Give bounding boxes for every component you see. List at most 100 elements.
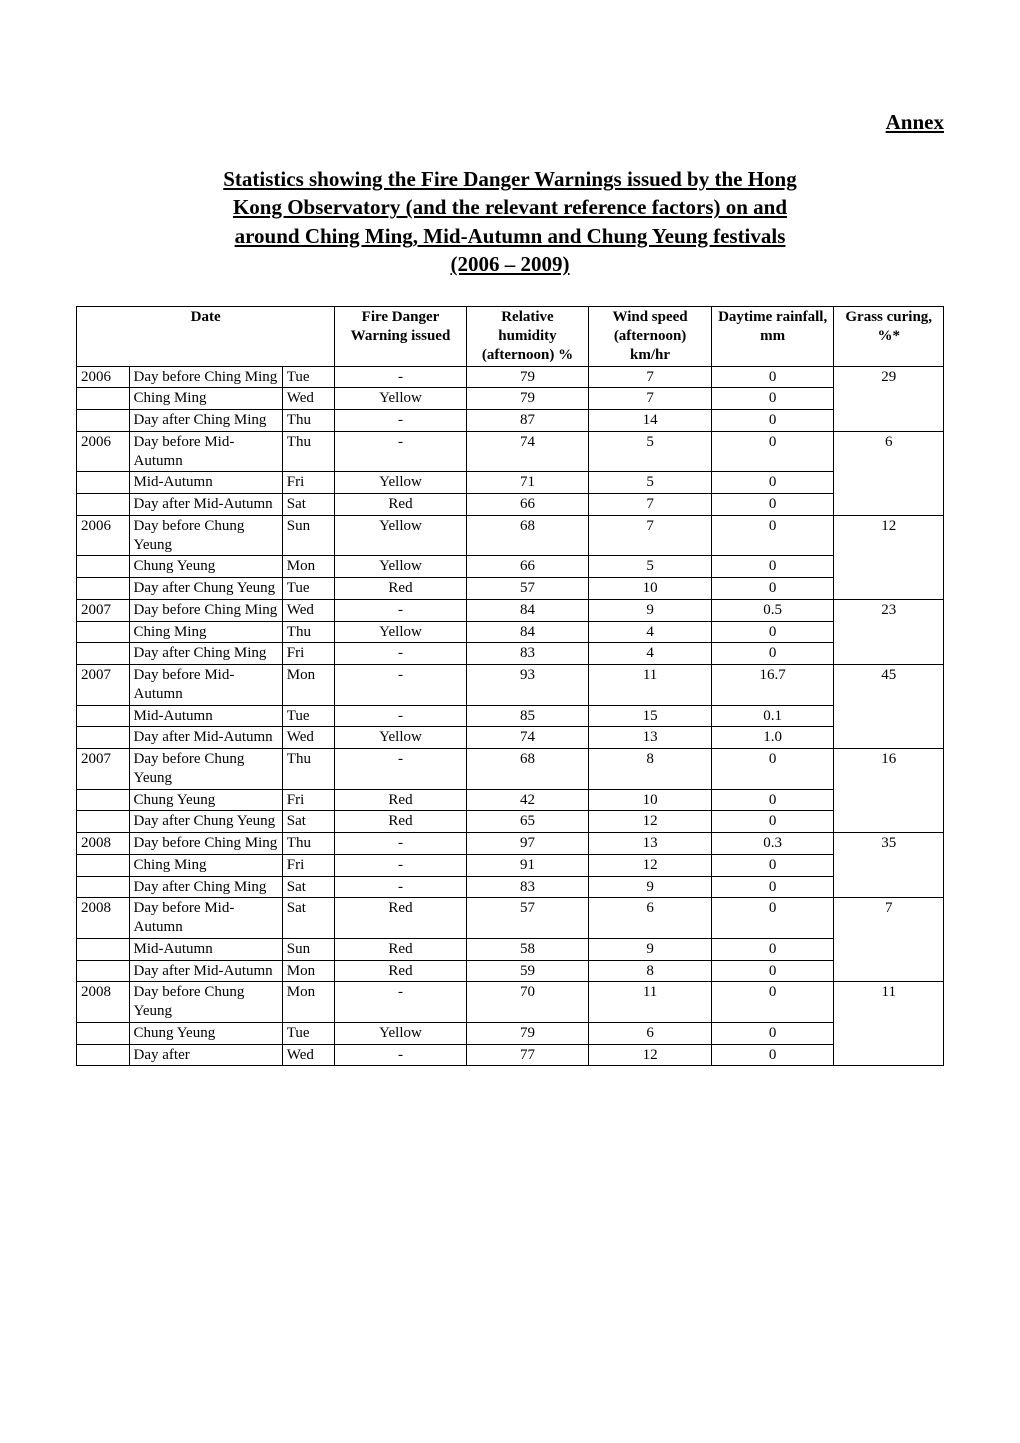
cell-grass: 6 <box>834 431 944 515</box>
table-row: Day after Chung YeungSatRed65120 <box>77 811 944 833</box>
cell-humidity: 91 <box>466 854 589 876</box>
cell-humidity: 59 <box>466 960 589 982</box>
cell-warning: - <box>335 876 466 898</box>
cell-grass: 11 <box>834 982 944 1066</box>
cell-humidity: 57 <box>466 578 589 600</box>
cell-rainfall: 1.0 <box>711 727 834 749</box>
cell-day-of-week: Tue <box>282 1022 335 1044</box>
cell-rainfall: 0 <box>711 556 834 578</box>
cell-wind: 7 <box>589 494 712 516</box>
cell-humidity: 66 <box>466 556 589 578</box>
cell-year <box>77 789 130 811</box>
cell-year: 2007 <box>77 749 130 790</box>
header-date: Date <box>77 307 335 366</box>
table-row: Mid-AutumnSunRed5890 <box>77 938 944 960</box>
table-row: 2007Day before Mid-AutumnMon-931116.745 <box>77 665 944 706</box>
cell-wind: 6 <box>589 1022 712 1044</box>
cell-grass: 7 <box>834 898 944 982</box>
cell-rainfall: 0 <box>711 898 834 939</box>
cell-humidity: 58 <box>466 938 589 960</box>
cell-warning: Red <box>335 898 466 939</box>
cell-rainfall: 0.3 <box>711 833 834 855</box>
cell-warning: Red <box>335 494 466 516</box>
cell-rainfall: 0 <box>711 876 834 898</box>
cell-wind: 8 <box>589 960 712 982</box>
table-row: 2007Day before Ching MingWed-8490.523 <box>77 599 944 621</box>
header-row: Date Fire Danger Warning issued Relative… <box>77 307 944 366</box>
cell-humidity: 74 <box>466 431 589 472</box>
title-line: Kong Observatory (and the relevant refer… <box>233 195 787 219</box>
cell-warning: - <box>335 366 466 388</box>
header-grass: Grass curing, %* <box>834 307 944 366</box>
cell-rainfall: 0 <box>711 789 834 811</box>
cell-wind: 12 <box>589 811 712 833</box>
title-line: Statistics showing the Fire Danger Warni… <box>223 167 797 191</box>
cell-wind: 4 <box>589 621 712 643</box>
cell-description: Day before Chung Yeung <box>129 749 282 790</box>
cell-rainfall: 0 <box>711 578 834 600</box>
table-row: 2007Day before Chung YeungThu-688016 <box>77 749 944 790</box>
cell-description: Ching Ming <box>129 621 282 643</box>
cell-day-of-week: Wed <box>282 727 335 749</box>
cell-day-of-week: Thu <box>282 431 335 472</box>
table-row: Day after Ching MingSat-8390 <box>77 876 944 898</box>
cell-description: Ching Ming <box>129 854 282 876</box>
cell-year <box>77 472 130 494</box>
table-row: Mid-AutumnFriYellow7150 <box>77 472 944 494</box>
cell-wind: 13 <box>589 727 712 749</box>
cell-humidity: 70 <box>466 982 589 1023</box>
cell-year <box>77 876 130 898</box>
cell-rainfall: 0.5 <box>711 599 834 621</box>
cell-humidity: 84 <box>466 621 589 643</box>
cell-humidity: 77 <box>466 1044 589 1066</box>
cell-rainfall: 0 <box>711 811 834 833</box>
cell-warning: - <box>335 705 466 727</box>
cell-description: Day after <box>129 1044 282 1066</box>
cell-year <box>77 1022 130 1044</box>
cell-wind: 5 <box>589 431 712 472</box>
cell-rainfall: 0 <box>711 1044 834 1066</box>
cell-year: 2007 <box>77 599 130 621</box>
table-row: Day afterWed-77120 <box>77 1044 944 1066</box>
cell-description: Day after Ching Ming <box>129 410 282 432</box>
cell-humidity: 65 <box>466 811 589 833</box>
cell-warning: Yellow <box>335 727 466 749</box>
cell-description: Day before Mid-Autumn <box>129 665 282 706</box>
cell-year <box>77 854 130 876</box>
cell-rainfall: 0 <box>711 643 834 665</box>
cell-year <box>77 410 130 432</box>
table-row: 2008Day before Ching MingThu-97130.335 <box>77 833 944 855</box>
cell-year: 2008 <box>77 898 130 939</box>
cell-day-of-week: Thu <box>282 749 335 790</box>
cell-warning: Yellow <box>335 621 466 643</box>
cell-description: Chung Yeung <box>129 789 282 811</box>
cell-humidity: 71 <box>466 472 589 494</box>
cell-year: 2007 <box>77 665 130 706</box>
table-row: Day after Ching MingFri-8340 <box>77 643 944 665</box>
cell-description: Ching Ming <box>129 388 282 410</box>
cell-rainfall: 0 <box>711 938 834 960</box>
cell-warning: - <box>335 854 466 876</box>
cell-year <box>77 727 130 749</box>
table-row: 2006Day before Chung YeungSunYellow68701… <box>77 515 944 556</box>
cell-rainfall: 0 <box>711 410 834 432</box>
cell-description: Day after Chung Yeung <box>129 578 282 600</box>
cell-description: Day after Mid-Autumn <box>129 494 282 516</box>
table-row: Chung YeungMonYellow6650 <box>77 556 944 578</box>
cell-wind: 11 <box>589 665 712 706</box>
cell-year <box>77 388 130 410</box>
cell-humidity: 85 <box>466 705 589 727</box>
cell-day-of-week: Fri <box>282 643 335 665</box>
cell-year <box>77 494 130 516</box>
cell-description: Day before Chung Yeung <box>129 515 282 556</box>
cell-description: Day after Chung Yeung <box>129 811 282 833</box>
cell-wind: 15 <box>589 705 712 727</box>
title-line: around Ching Ming, Mid-Autumn and Chung … <box>235 224 786 248</box>
cell-year: 2008 <box>77 982 130 1023</box>
table-row: Day after Chung YeungTueRed57100 <box>77 578 944 600</box>
cell-day-of-week: Mon <box>282 982 335 1023</box>
cell-warning: - <box>335 982 466 1023</box>
cell-humidity: 66 <box>466 494 589 516</box>
header-rainfall: Daytime rainfall, mm <box>711 307 834 366</box>
cell-day-of-week: Tue <box>282 366 335 388</box>
